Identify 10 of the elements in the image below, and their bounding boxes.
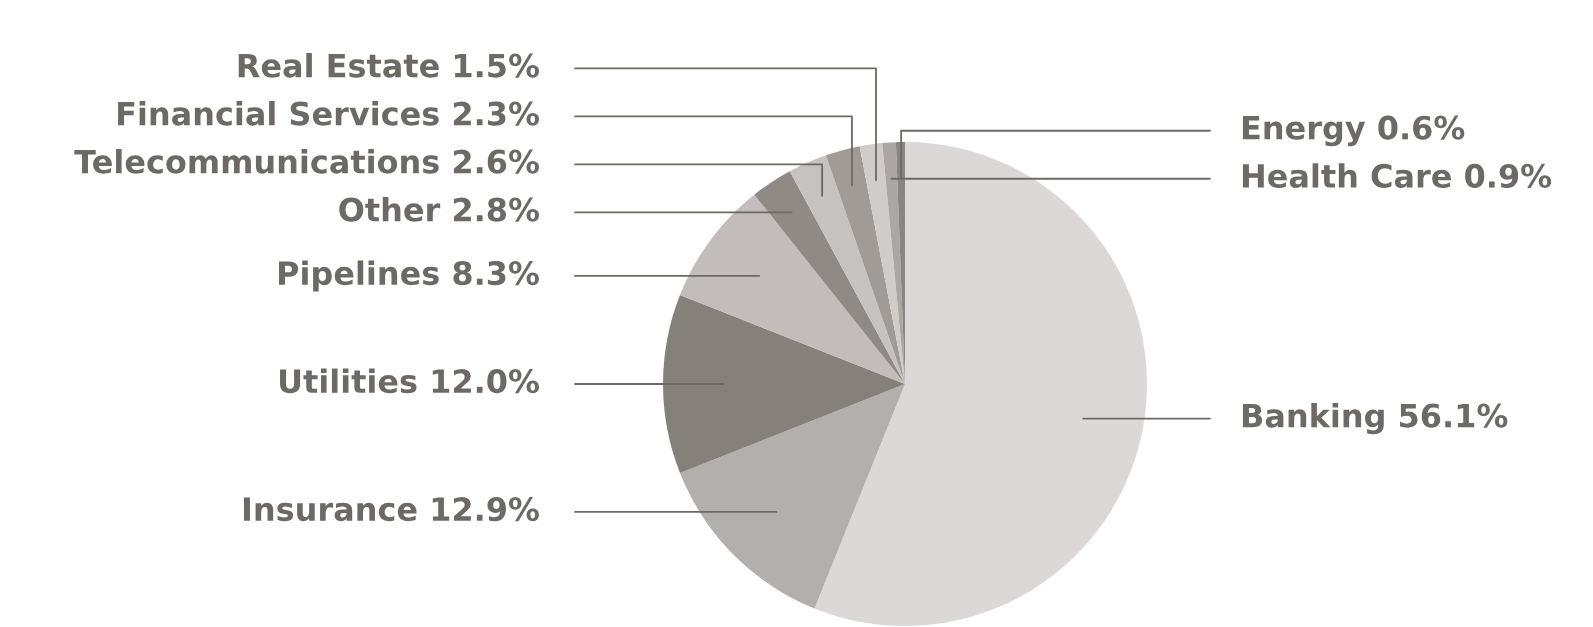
slice-label: Other 2.8% (339, 196, 539, 222)
slice-label: Real Estate 1.5% (238, 52, 539, 78)
slice-label: Telecommunications 2.6% (74, 148, 539, 174)
slice-label: Utilities 12.0% (280, 368, 539, 394)
slice-label: Banking 56.1% (1242, 402, 1508, 435)
slice-label: Insurance 12.9% (243, 497, 539, 522)
slice-label: Financial Services 2.3% (118, 100, 539, 126)
slice-label: Health Care 0.9% (1242, 163, 1552, 189)
slice-label: Energy 0.6% (1242, 115, 1465, 147)
slice-label: Pipelines 8.3% (279, 260, 539, 292)
